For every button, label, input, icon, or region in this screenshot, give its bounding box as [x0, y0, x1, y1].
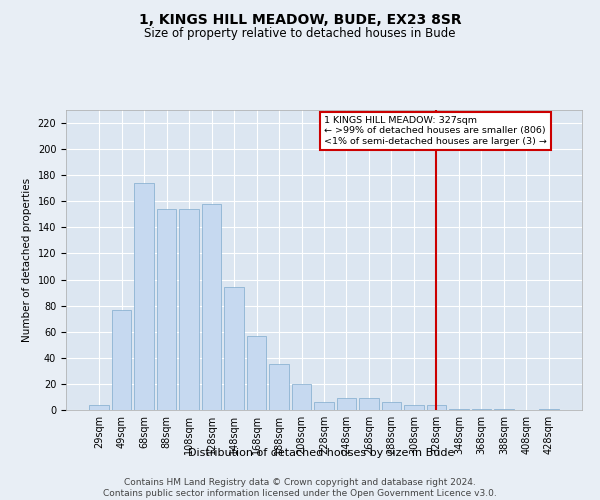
Bar	[404, 405, 424, 410]
Bar	[292, 384, 311, 410]
Bar	[382, 402, 401, 410]
Text: Distribution of detached houses by size in Bude: Distribution of detached houses by size …	[188, 448, 454, 458]
Y-axis label: Number of detached properties: Number of detached properties	[22, 178, 32, 342]
Bar	[179, 209, 199, 410]
Bar	[269, 364, 289, 410]
Bar	[202, 204, 221, 410]
Bar	[472, 408, 491, 410]
Text: Size of property relative to detached houses in Bude: Size of property relative to detached ho…	[144, 28, 456, 40]
Bar	[112, 310, 131, 410]
Text: Contains HM Land Registry data © Crown copyright and database right 2024.
Contai: Contains HM Land Registry data © Crown c…	[103, 478, 497, 498]
Bar	[539, 408, 559, 410]
Bar	[427, 405, 446, 410]
Bar	[449, 408, 469, 410]
Bar	[89, 405, 109, 410]
Bar	[314, 402, 334, 410]
Text: 1 KINGS HILL MEADOW: 327sqm
← >99% of detached houses are smaller (806)
<1% of s: 1 KINGS HILL MEADOW: 327sqm ← >99% of de…	[324, 116, 547, 146]
Bar	[247, 336, 266, 410]
Bar	[359, 398, 379, 410]
Bar	[224, 288, 244, 410]
Bar	[337, 398, 356, 410]
Bar	[134, 183, 154, 410]
Text: 1, KINGS HILL MEADOW, BUDE, EX23 8SR: 1, KINGS HILL MEADOW, BUDE, EX23 8SR	[139, 12, 461, 26]
Bar	[494, 408, 514, 410]
Bar	[157, 209, 176, 410]
